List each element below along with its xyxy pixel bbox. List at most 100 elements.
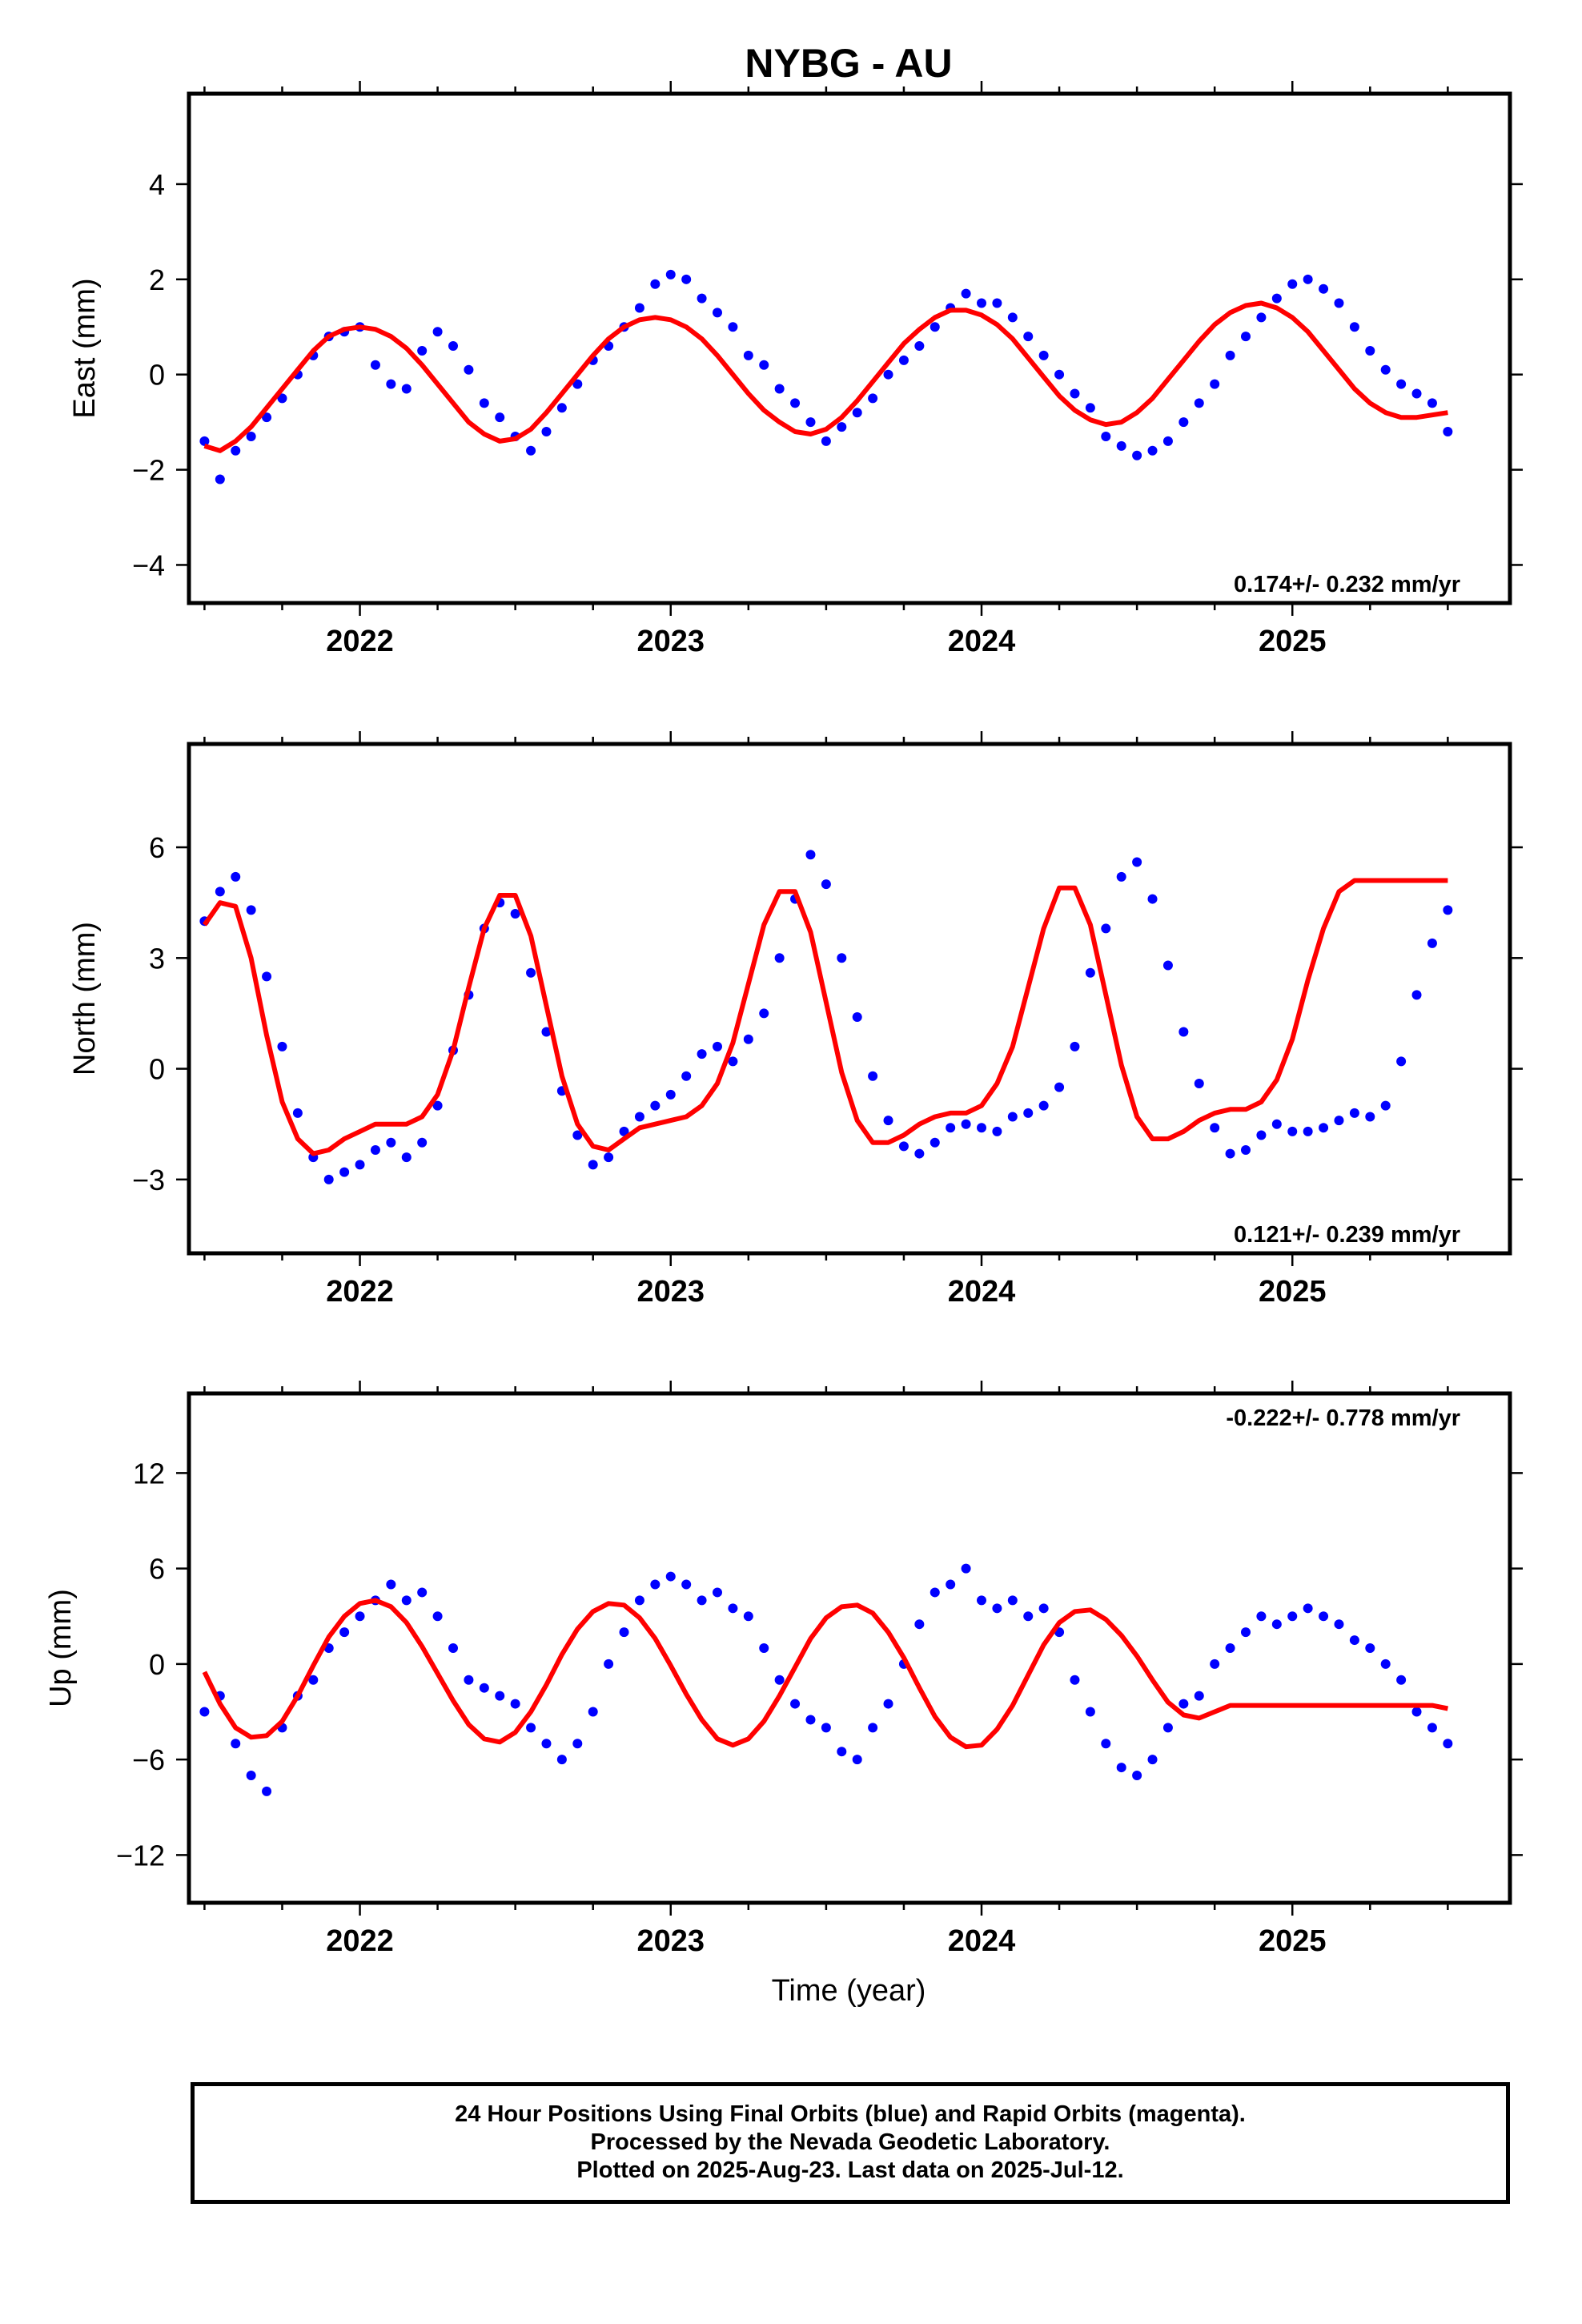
data-point [262, 971, 272, 982]
data-point [1319, 283, 1329, 294]
data-point [992, 298, 1002, 308]
data-point [1210, 1123, 1220, 1133]
y-axis-label: North (mm) [68, 922, 102, 1076]
data-point [1132, 1771, 1142, 1780]
data-point [1349, 322, 1359, 332]
x-tick-label: 2025 [1259, 1275, 1327, 1309]
data-point [1365, 1112, 1375, 1122]
data-point [541, 1739, 552, 1749]
data-point [1256, 312, 1267, 323]
data-point [805, 417, 816, 428]
data-point [634, 303, 644, 313]
data-point [588, 1160, 598, 1170]
data-point [728, 1056, 738, 1067]
data-point [246, 1771, 256, 1780]
data-point [821, 879, 831, 890]
data-point [572, 379, 583, 389]
data-point [572, 1130, 583, 1140]
data-point [961, 1119, 971, 1129]
data-point [1271, 293, 1282, 304]
data-point [1380, 364, 1391, 375]
data-point [386, 1137, 396, 1148]
data-point [1038, 350, 1049, 360]
data-point [432, 1100, 443, 1111]
data-point [634, 1112, 644, 1122]
data-point [992, 1126, 1002, 1136]
data-point [526, 967, 536, 978]
data-point [1411, 388, 1422, 399]
footer-line-2: Processed by the Nevada Geodetic Laborat… [590, 2129, 1110, 2155]
panel-1: 2022 2023 2024 2025 −4 −2 0 2 4 East (mm) 0.174+/-… [68, 81, 1523, 658]
data-point [1287, 1611, 1298, 1622]
data-point [883, 1116, 893, 1126]
data-point [1007, 1595, 1018, 1606]
data-point [355, 1160, 365, 1170]
y-tick-label: 12 [133, 1457, 165, 1490]
panel-2: 2022 2023 2024 2025 −3 0 3 6 North (mm) 0.121+/- … [68, 731, 1523, 1309]
data-point [231, 871, 241, 882]
x-tick-label: 2022 [326, 1275, 394, 1309]
data-point [805, 850, 816, 860]
data-point [697, 1595, 707, 1606]
data-point [1007, 1112, 1018, 1122]
data-point [339, 1627, 350, 1638]
data-point [961, 1563, 971, 1574]
y-tick-label: −12 [116, 1839, 165, 1872]
data-point [1303, 274, 1313, 284]
data-point [541, 427, 552, 437]
data-point [977, 298, 986, 308]
data-point [1256, 1611, 1267, 1622]
y-axis-label: Up (mm) [44, 1589, 78, 1707]
data-point [1349, 1635, 1359, 1646]
data-point [572, 1739, 583, 1749]
data-point [355, 1611, 365, 1622]
data-point [1225, 1643, 1235, 1653]
data-point [1396, 1675, 1407, 1685]
y-tick-label: −3 [132, 1164, 165, 1196]
data-point [868, 393, 878, 404]
data-point [1162, 1723, 1173, 1733]
data-point [417, 1137, 428, 1148]
data-point [1178, 1699, 1189, 1709]
data-point [1116, 1763, 1126, 1773]
x-tick-label: 2024 [948, 625, 1016, 658]
data-point [1319, 1123, 1329, 1133]
data-point [837, 422, 847, 432]
data-point [961, 288, 971, 299]
data-point [1427, 938, 1437, 948]
data-point [837, 953, 847, 963]
data-point [930, 1137, 940, 1148]
data-point [1023, 1611, 1034, 1622]
data-point [1038, 1603, 1049, 1614]
data-point [479, 1683, 489, 1693]
data-point [510, 1699, 520, 1709]
data-point [1101, 923, 1111, 934]
data-point [1194, 1079, 1204, 1088]
data-point [386, 379, 396, 389]
data-point [199, 1707, 210, 1717]
data-point [1365, 1643, 1375, 1653]
rate-label: -0.222+/- 0.778 mm/yr [1226, 1405, 1460, 1431]
data-point [262, 412, 272, 423]
data-point [1271, 1619, 1282, 1630]
data-point [1334, 1619, 1344, 1630]
data-point [292, 1108, 303, 1118]
data-point [1256, 1130, 1267, 1140]
data-point [1054, 369, 1065, 380]
x-tick-label: 2022 [326, 1924, 394, 1958]
fit-curve [203, 300, 1448, 453]
data-point [1178, 1027, 1189, 1037]
data-point [650, 1579, 661, 1590]
data-point [556, 1755, 567, 1765]
data-point [1210, 1659, 1220, 1669]
data-point [930, 322, 940, 332]
data-point [1334, 298, 1344, 308]
data-point [246, 431, 256, 441]
x-axis-label: Time (year) [772, 1974, 926, 2008]
data-point [821, 1723, 831, 1733]
data-point [604, 1659, 614, 1669]
data-point [464, 364, 474, 375]
y-tick-label: 0 [149, 1648, 165, 1681]
data-point [215, 887, 225, 897]
data-point [1101, 431, 1111, 441]
